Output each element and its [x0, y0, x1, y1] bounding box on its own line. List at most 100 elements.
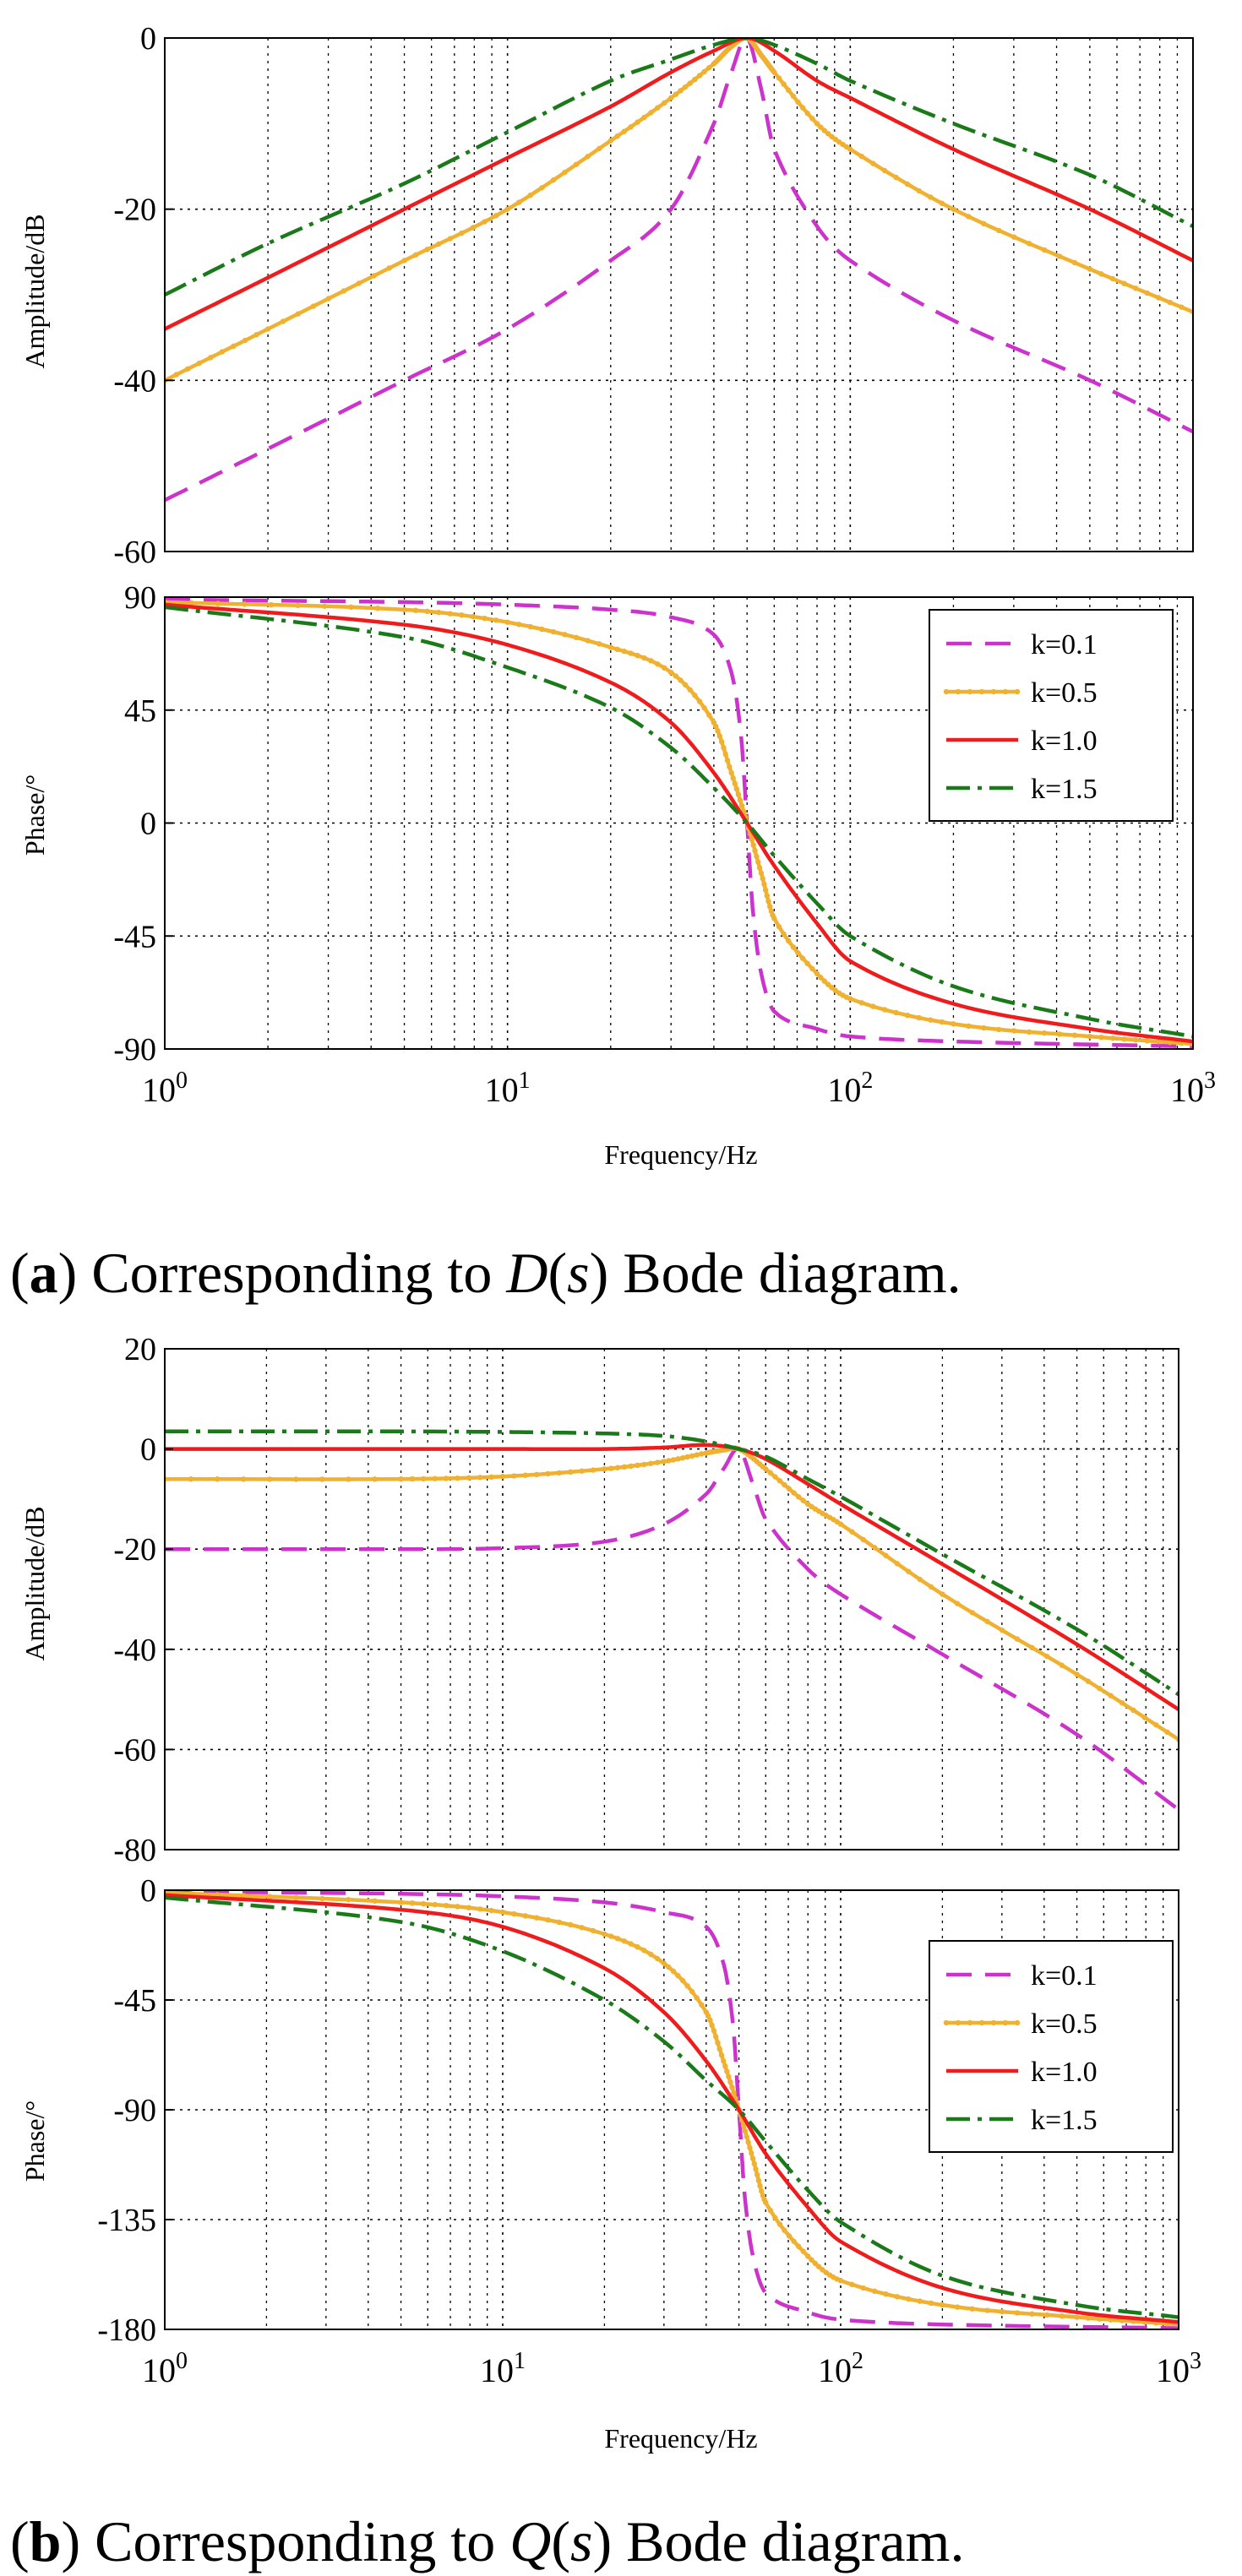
marker [1056, 1031, 1063, 1037]
xtick-label: 103 [1170, 1068, 1216, 1109]
marker [996, 227, 1002, 234]
marker [280, 318, 286, 324]
marker [747, 2144, 753, 2151]
marker [641, 1948, 647, 1954]
marker [772, 1474, 778, 1480]
marker [654, 1459, 661, 1465]
marker [319, 1476, 325, 1482]
marker [849, 2281, 855, 2288]
marker [894, 2294, 901, 2300]
marker [1059, 1662, 1065, 1668]
legend-marker [955, 2019, 961, 2026]
marker [1164, 1729, 1170, 1736]
marker [614, 646, 620, 653]
ylabel-b-phase: Phase/° [19, 2100, 50, 2182]
marker [614, 1936, 621, 1942]
marker [814, 970, 820, 977]
marker [1167, 299, 1174, 306]
marker [809, 965, 815, 972]
marker [673, 91, 679, 97]
marker [214, 1892, 221, 1898]
marker [654, 1955, 661, 1962]
ylabel-a-amplitude: Amplitude/dB [19, 214, 50, 368]
marker [1026, 1029, 1032, 1035]
ytick-label: -90 [113, 2093, 156, 2128]
marker [1108, 1693, 1114, 1698]
marker [293, 1476, 299, 1482]
marker [678, 88, 684, 94]
marker [711, 2028, 717, 2034]
marker [724, 2068, 730, 2074]
marker [705, 2013, 711, 2019]
marker [661, 1960, 667, 1966]
marker [786, 937, 792, 944]
marker [579, 1468, 585, 1474]
marker [655, 661, 661, 667]
marker [701, 68, 707, 75]
marker [749, 836, 755, 843]
marker [682, 682, 689, 688]
ytick-label: 0 [140, 21, 156, 57]
marker [267, 1476, 273, 1482]
marker [184, 366, 191, 372]
marker [795, 99, 801, 105]
marker [757, 2182, 763, 2189]
marker [443, 1475, 449, 1481]
marker [1044, 1654, 1050, 1660]
marker [749, 2150, 754, 2156]
legend-label: k=0.5 [1031, 2008, 1098, 2040]
marker [516, 199, 522, 205]
marker [1010, 1028, 1017, 1034]
marker [522, 1913, 528, 1919]
marker [545, 1470, 551, 1477]
marker [321, 603, 328, 609]
marker [928, 1584, 934, 1590]
marker [628, 1941, 634, 1947]
series-k-1.5 [165, 1429, 1179, 1697]
marker [1098, 1035, 1104, 1041]
marker [679, 1977, 686, 1984]
xtick-label: 103 [1156, 2348, 1201, 2389]
marker [679, 1455, 686, 1461]
marker [635, 652, 640, 659]
marker [870, 1003, 876, 1009]
marker [1029, 1644, 1035, 1651]
marker [545, 1917, 551, 1923]
marker [906, 1568, 912, 1574]
ylabel-b-amplitude: Amplitude/dB [19, 1506, 50, 1660]
series-k-0.1 [165, 1447, 1179, 1812]
marker [749, 2155, 756, 2161]
marker [1156, 1038, 1162, 1045]
marker [881, 167, 888, 174]
marker [829, 985, 835, 991]
marker [621, 1464, 628, 1470]
marker [818, 124, 824, 130]
marker [188, 1476, 194, 1482]
marker [692, 76, 698, 83]
marker [726, 2073, 732, 2079]
marker [735, 791, 742, 797]
series-k-1.5 [165, 38, 1193, 297]
marker [466, 1475, 472, 1481]
marker [401, 258, 407, 264]
marker [641, 1461, 647, 1468]
marker [709, 2022, 715, 2029]
marker [750, 842, 756, 848]
marker [860, 1536, 866, 1543]
marker [242, 601, 248, 607]
marker [790, 944, 797, 950]
marker [596, 145, 602, 152]
marker [668, 669, 674, 676]
marker [771, 69, 777, 75]
marker [662, 665, 667, 671]
marker [374, 605, 381, 611]
marker [954, 2304, 961, 2310]
legend-marker [1014, 2019, 1021, 2026]
marker [904, 181, 911, 187]
marker [641, 655, 647, 661]
marker [795, 950, 801, 956]
marker [614, 1465, 621, 1470]
marker [1071, 259, 1078, 266]
marker [745, 2139, 751, 2145]
marker [825, 131, 831, 137]
